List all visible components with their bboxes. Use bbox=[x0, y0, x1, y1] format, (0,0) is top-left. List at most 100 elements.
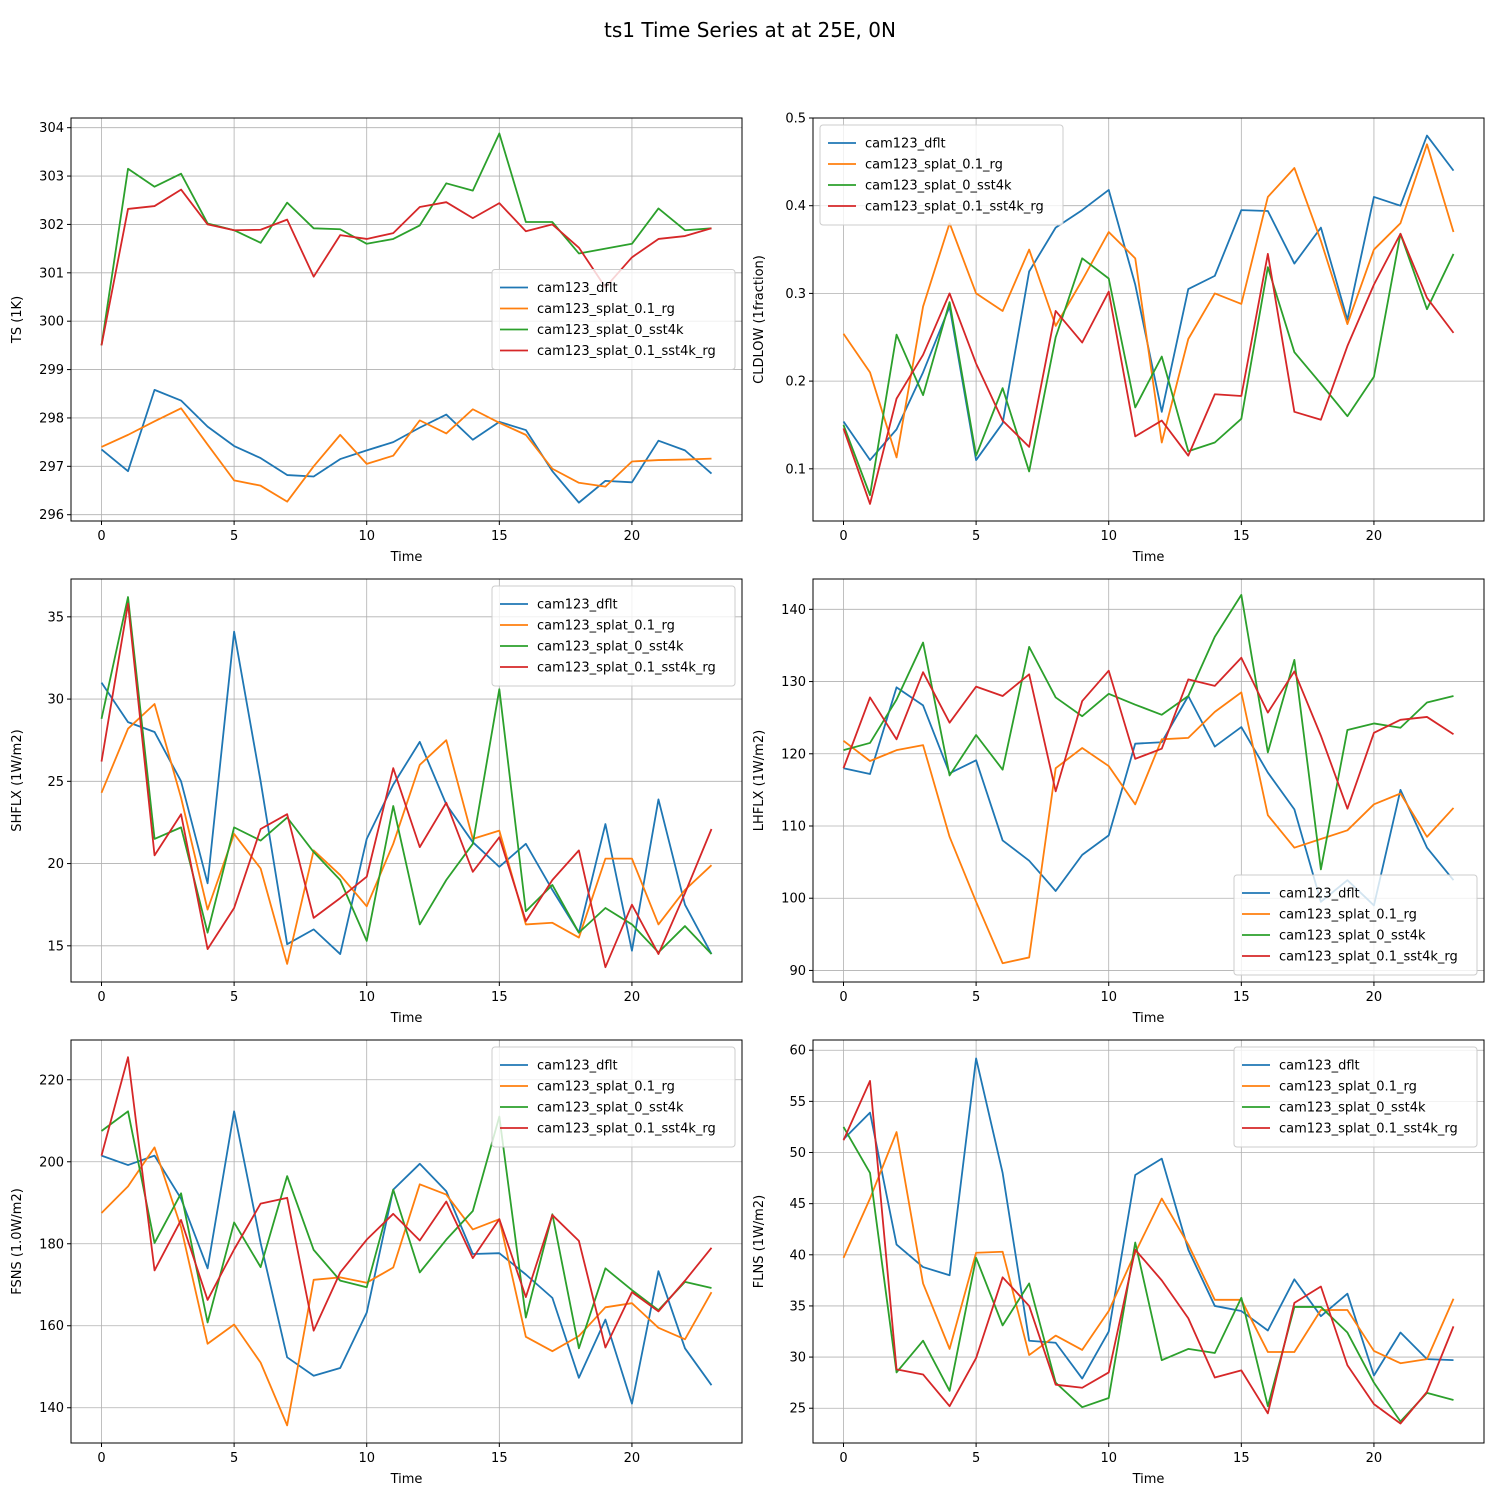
legend: cam123_dflt cam123_splat_0.1_rg cam123_spl… bbox=[491, 585, 736, 687]
y-tick-label: 0.3 bbox=[785, 287, 806, 302]
y-axis-label: FLNS (1W/m2) bbox=[752, 1195, 767, 1288]
axes-frame bbox=[812, 578, 1485, 983]
legend-entry-cam123_splat_0.1_rg: cam123_splat_0.1_rg bbox=[537, 619, 675, 634]
legend-entry-cam123_splat_0.1_rg: cam123_splat_0.1_rg bbox=[865, 158, 1003, 173]
y-tick-label: 304 bbox=[39, 121, 64, 136]
x-tick-label: 0 bbox=[839, 990, 847, 1005]
series-line-cam123_splat_0.1_rg bbox=[101, 407, 712, 503]
legend-entry-cam123_dflt: cam123_dflt bbox=[865, 137, 946, 152]
legend-entry-cam123_splat_0.1_sst4k_rg: cam123_splat_0.1_sst4k_rg bbox=[537, 1122, 716, 1137]
x-tick-label: 5 bbox=[230, 990, 238, 1005]
y-tick-label: 301 bbox=[39, 266, 64, 281]
x-tick-label: 15 bbox=[491, 1451, 508, 1466]
series-line-cam123_dflt bbox=[842, 1057, 1454, 1380]
y-tick-label: 35 bbox=[789, 1299, 806, 1314]
legend-entry-cam123_splat_0_sst4k: cam123_splat_0_sst4k bbox=[537, 323, 684, 338]
x-tick-label: 10 bbox=[1100, 1451, 1117, 1466]
series-line-cam123_splat_0_sst4k bbox=[100, 596, 713, 955]
legend-box bbox=[1233, 1046, 1478, 1148]
x-axis-label: Time bbox=[390, 1011, 423, 1026]
y-tick-label: 90 bbox=[789, 964, 806, 979]
y-tick-label: 296 bbox=[39, 508, 64, 523]
legend-entry-cam123_splat_0.1_rg: cam123_splat_0.1_rg bbox=[1279, 1080, 1417, 1095]
axes-frame bbox=[70, 1039, 743, 1444]
x-tick-label: 20 bbox=[624, 990, 641, 1005]
axes-frame bbox=[812, 1039, 1485, 1444]
y-tick-label: 220 bbox=[39, 1073, 64, 1088]
legend-entry-cam123_splat_0_sst4k: cam123_splat_0_sst4k bbox=[537, 1101, 684, 1116]
legend: cam123_dflt cam123_splat_0.1_rg cam123_spl… bbox=[491, 269, 736, 370]
series-line-cam123_splat_0.1_rg bbox=[842, 1131, 1455, 1365]
subplot-3: 0 5 10 15 20 15 20 25 30 35 Time SHFLX (1W/m2) cam12… bbox=[10, 578, 743, 1026]
y-tick-label: 30 bbox=[47, 693, 64, 708]
y-tick-label: 297 bbox=[39, 460, 64, 475]
legend-entry-cam123_dflt: cam123_dflt bbox=[537, 281, 618, 296]
legend-entry-cam123_splat_0.1_sst4k_rg: cam123_splat_0.1_sst4k_rg bbox=[1279, 950, 1458, 965]
legend-entry-cam123_splat_0_sst4k: cam123_splat_0_sst4k bbox=[1279, 1101, 1426, 1116]
series-line-cam123_splat_0.1_sst4k_rg bbox=[842, 656, 1454, 810]
x-tick-label: 0 bbox=[839, 1451, 847, 1466]
legend: cam123_dflt cam123_splat_0.1_rg cam123_spl… bbox=[1233, 874, 1478, 976]
subplot-5: 0 5 10 15 20 140 160 180 200 220 Time FSNS (1.0W/m2… bbox=[10, 1039, 743, 1487]
series-group bbox=[100, 596, 713, 969]
x-tick-label: 0 bbox=[839, 529, 847, 544]
legend-entry-cam123_splat_0.1_sst4k_rg: cam123_splat_0.1_sst4k_rg bbox=[537, 344, 716, 359]
figure-title: ts1 Time Series at at 25E, 0N bbox=[604, 18, 896, 42]
y-tick-label: 50 bbox=[789, 1146, 806, 1161]
x-axis-label: Time bbox=[1132, 1011, 1165, 1026]
x-tick-label: 20 bbox=[624, 1451, 641, 1466]
y-tick-label: 0.5 bbox=[785, 112, 806, 127]
y-tick-label: 180 bbox=[39, 1237, 64, 1252]
legend-entry-cam123_dflt: cam123_dflt bbox=[537, 598, 618, 613]
y-tick-label: 60 bbox=[789, 1044, 806, 1059]
y-tick-label: 302 bbox=[39, 218, 64, 233]
x-axis-label: Time bbox=[1132, 1472, 1165, 1487]
y-tick-label: 130 bbox=[781, 675, 806, 690]
x-axis-label: Time bbox=[1132, 550, 1165, 565]
y-axis-label: LHFLX (1W/m2) bbox=[752, 730, 767, 831]
y-axis-label: FSNS (1.0W/m2) bbox=[10, 1188, 25, 1295]
x-tick-label: 10 bbox=[1100, 990, 1117, 1005]
x-tick-label: 15 bbox=[491, 529, 508, 544]
legend-entry-cam123_splat_0_sst4k: cam123_splat_0_sst4k bbox=[1279, 929, 1426, 944]
subplot-6: 0 5 10 15 20 25 30 35 40 45 50 55 60 Time FLNS (1W/m2)… bbox=[752, 1039, 1485, 1487]
y-tick-label: 120 bbox=[781, 747, 806, 762]
y-tick-label: 25 bbox=[47, 775, 64, 790]
y-tick-label: 25 bbox=[789, 1402, 806, 1417]
series-line-cam123_splat_0_sst4k bbox=[842, 1126, 1454, 1423]
x-axis-label: Time bbox=[390, 1472, 423, 1487]
legend-entry-cam123_splat_0_sst4k: cam123_splat_0_sst4k bbox=[865, 179, 1012, 194]
y-axis-label: TS (1K) bbox=[10, 296, 25, 344]
series-line-cam123_dflt bbox=[100, 388, 713, 504]
x-tick-label: 5 bbox=[972, 990, 980, 1005]
x-tick-label: 5 bbox=[230, 529, 238, 544]
y-tick-label: 140 bbox=[781, 603, 806, 618]
y-tick-label: 140 bbox=[39, 1401, 64, 1416]
y-tick-label: 20 bbox=[47, 857, 64, 872]
y-tick-label: 0.4 bbox=[785, 199, 806, 214]
series-line-cam123_splat_0.1_sst4k_rg bbox=[842, 1080, 1455, 1425]
y-tick-label: 100 bbox=[781, 892, 806, 907]
subplot-grid: 0 5 10 15 20296297298299300301302303304TimeT… bbox=[10, 112, 1485, 1487]
x-tick-label: 10 bbox=[358, 990, 375, 1005]
series-line-cam123_splat_0_sst4k bbox=[100, 132, 712, 346]
legend-entry-cam123_splat_0.1_rg: cam123_splat_0.1_rg bbox=[1279, 908, 1417, 923]
series-group bbox=[842, 1057, 1455, 1425]
y-tick-label: 110 bbox=[781, 820, 806, 835]
subplot-4: 0 5 10 15 20 90 100 110 120 130 140 Time LHFLX (1W/m… bbox=[752, 578, 1485, 1026]
legend-entry-cam123_splat_0.1_rg: cam123_splat_0.1_rg bbox=[537, 1080, 675, 1095]
legend-entry-cam123_dflt: cam123_dflt bbox=[1279, 887, 1360, 902]
y-tick-label: 55 bbox=[789, 1095, 806, 1110]
legend-entry-cam123_splat_0_sst4k: cam123_splat_0_sst4k bbox=[537, 640, 684, 655]
x-tick-label: 20 bbox=[1366, 529, 1383, 544]
y-tick-label: 35 bbox=[47, 610, 64, 625]
legend-entry-cam123_dflt: cam123_dflt bbox=[1279, 1059, 1360, 1074]
x-tick-label: 20 bbox=[1366, 1451, 1383, 1466]
series-line-cam123_dflt bbox=[100, 630, 713, 955]
subplot-2: 0 5 10 15 20 0.1 0.2 0.3 0.4 0.5 Time CLDLOW (1frac… bbox=[752, 112, 1485, 565]
legend-box bbox=[491, 269, 736, 370]
y-axis-label: SHFLX (1W/m2) bbox=[10, 729, 25, 831]
series-group bbox=[842, 134, 1455, 505]
y-tick-label: 30 bbox=[789, 1351, 806, 1366]
